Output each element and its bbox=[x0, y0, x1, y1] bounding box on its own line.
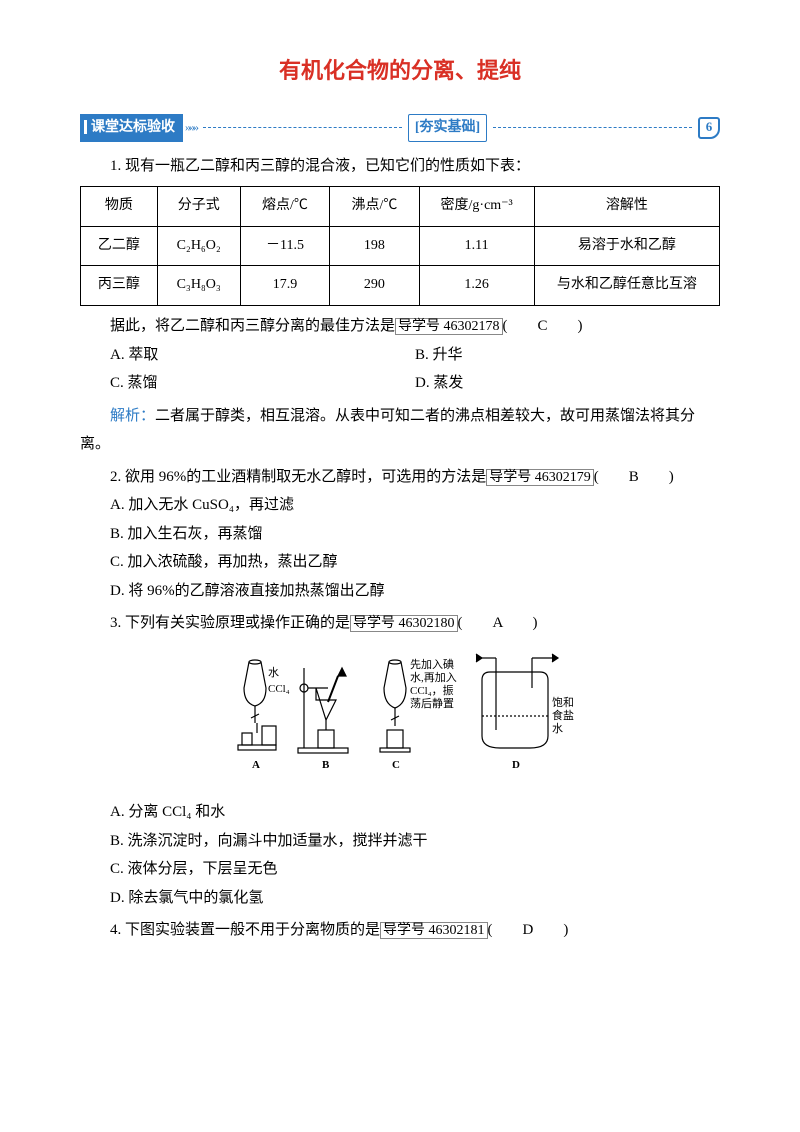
td: C₃H₈O₃ bbox=[157, 266, 240, 306]
table-row: 乙二醇 C₂H₆O₂ －11.5 198 1.11 易溶于水和乙醇 bbox=[81, 226, 720, 266]
q4-stem: 4. 下图实验装置一般不用于分离物质的是导学号 46302181( D ) bbox=[80, 916, 720, 945]
td: －11.5 bbox=[240, 226, 329, 266]
td: 易溶于水和乙醇 bbox=[534, 226, 719, 266]
q3-ref: 导学号 46302180 bbox=[350, 615, 458, 632]
q1-table: 物质 分子式 熔点/℃ 沸点/℃ 密度/g·cm⁻³ 溶解性 乙二醇 C₂H₆O… bbox=[80, 186, 720, 306]
q3-answer: A bbox=[493, 615, 503, 631]
q3-opt-d: D. 除去氯气中的氯化氢 bbox=[80, 884, 720, 913]
q1-opt-d: D. 蒸发 bbox=[415, 369, 720, 398]
q3-diagram: 水 CCl₄ 先加入碘 水,再加入 CCl₄，振 荡后静置 饱和 食盐 水 A … bbox=[80, 648, 720, 789]
svg-text:水: 水 bbox=[268, 666, 279, 679]
th: 沸点/℃ bbox=[330, 187, 419, 227]
q1-options: A. 萃取 B. 升华 C. 蒸馏 D. 蒸发 bbox=[80, 341, 720, 398]
banner-left-label: 课堂达标验收 bbox=[80, 114, 183, 143]
svg-text:B: B bbox=[322, 759, 330, 771]
td: 290 bbox=[330, 266, 419, 306]
banner-badge: 6 bbox=[698, 117, 720, 139]
q1-after: 据此，将乙二醇和丙三醇分离的最佳方法是导学号 46302178( C ) bbox=[80, 312, 720, 341]
banner-divider bbox=[203, 127, 402, 128]
q1-opt-b: B. 升华 bbox=[415, 341, 720, 370]
q3-stem: 3. 下列有关实验原理或操作正确的是导学号 46302180( A ) bbox=[80, 609, 720, 638]
q3-opt-c: C. 液体分层，下层呈无色 bbox=[80, 855, 720, 884]
td: 1.26 bbox=[419, 266, 534, 306]
th: 溶解性 bbox=[534, 187, 719, 227]
th: 分子式 bbox=[157, 187, 240, 227]
td: 17.9 bbox=[240, 266, 329, 306]
analysis-text: 二者属于醇类，相互混溶。从表中可知二者的沸点相差较大，故可用蒸馏法将其分离。 bbox=[80, 408, 695, 453]
td: C₂H₆O₂ bbox=[157, 226, 240, 266]
th: 密度/g·cm⁻³ bbox=[419, 187, 534, 227]
q2-opt-d: D. 将 96%的乙醇溶液直接加热蒸馏出乙醇 bbox=[80, 577, 720, 606]
td: 乙二醇 bbox=[81, 226, 158, 266]
q2-opt-a: A. 加入无水 CuSO₄，再过滤 bbox=[80, 491, 720, 520]
q4-answer: D bbox=[523, 922, 534, 938]
q2-opt-b: B. 加入生石灰，再蒸馏 bbox=[80, 520, 720, 549]
q4-ref: 导学号 46302181 bbox=[380, 922, 488, 939]
q2-opt-c: C. 加入浓硫酸，再加热，蒸出乙醇 bbox=[80, 548, 720, 577]
q1-opt-a: A. 萃取 bbox=[110, 341, 415, 370]
q1-opt-c: C. 蒸馏 bbox=[110, 369, 415, 398]
q1-analysis: 解析：二者属于醇类，相互混溶。从表中可知二者的沸点相差较大，故可用蒸馏法将其分离… bbox=[80, 402, 720, 459]
svg-text:食盐: 食盐 bbox=[552, 708, 574, 722]
svg-text:CCl₄: CCl₄ bbox=[268, 683, 290, 695]
q1-stem: 1. 现有一瓶乙二醇和丙三醇的混合液，已知它们的性质如下表： bbox=[80, 152, 720, 181]
q2-answer: B bbox=[629, 469, 639, 485]
td: 1.11 bbox=[419, 226, 534, 266]
q2-ref: 导学号 46302179 bbox=[486, 469, 594, 486]
section-banner: 课堂达标验收 »»» [夯实基础] 6 bbox=[80, 116, 720, 140]
table-header-row: 物质 分子式 熔点/℃ 沸点/℃ 密度/g·cm⁻³ 溶解性 bbox=[81, 187, 720, 227]
td: 198 bbox=[330, 226, 419, 266]
svg-text:水: 水 bbox=[552, 722, 563, 735]
svg-text:先加入碘: 先加入碘 bbox=[410, 658, 454, 671]
svg-text:C: C bbox=[392, 759, 400, 771]
q3-opt-b: B. 洗涤沉淀时，向漏斗中加适量水，搅拌并滤干 bbox=[80, 827, 720, 856]
td: 与水和乙醇任意比互溶 bbox=[534, 266, 719, 306]
banner-mid-label: [夯实基础] bbox=[408, 114, 487, 143]
banner-arrows-icon: »»» bbox=[185, 116, 197, 139]
td: 丙三醇 bbox=[81, 266, 158, 306]
q1-answer: C bbox=[538, 318, 548, 334]
q1-ref: 导学号 46302178 bbox=[395, 318, 503, 335]
svg-text:CCl₄，振: CCl₄，振 bbox=[410, 683, 454, 697]
svg-text:A: A bbox=[252, 759, 260, 771]
q3-opt-a: A. 分离 CCl₄ 和水 bbox=[80, 798, 720, 827]
svg-text:荡后静置: 荡后静置 bbox=[410, 696, 454, 710]
q2-stem: 2. 欲用 96%的工业酒精制取无水乙醇时，可选用的方法是导学号 4630217… bbox=[80, 463, 720, 492]
analysis-label: 解析： bbox=[110, 408, 155, 424]
svg-text:D: D bbox=[512, 759, 520, 771]
q1-after-text: 据此，将乙二醇和丙三醇分离的最佳方法是 bbox=[110, 318, 395, 334]
banner-divider bbox=[493, 127, 692, 128]
svg-text:水,再加入: 水,再加入 bbox=[410, 671, 457, 684]
page-title: 有机化合物的分离、提纯 bbox=[80, 50, 720, 92]
svg-text:饱和: 饱和 bbox=[552, 695, 574, 709]
th: 物质 bbox=[81, 187, 158, 227]
th: 熔点/℃ bbox=[240, 187, 329, 227]
table-row: 丙三醇 C₃H₈O₃ 17.9 290 1.26 与水和乙醇任意比互溶 bbox=[81, 266, 720, 306]
